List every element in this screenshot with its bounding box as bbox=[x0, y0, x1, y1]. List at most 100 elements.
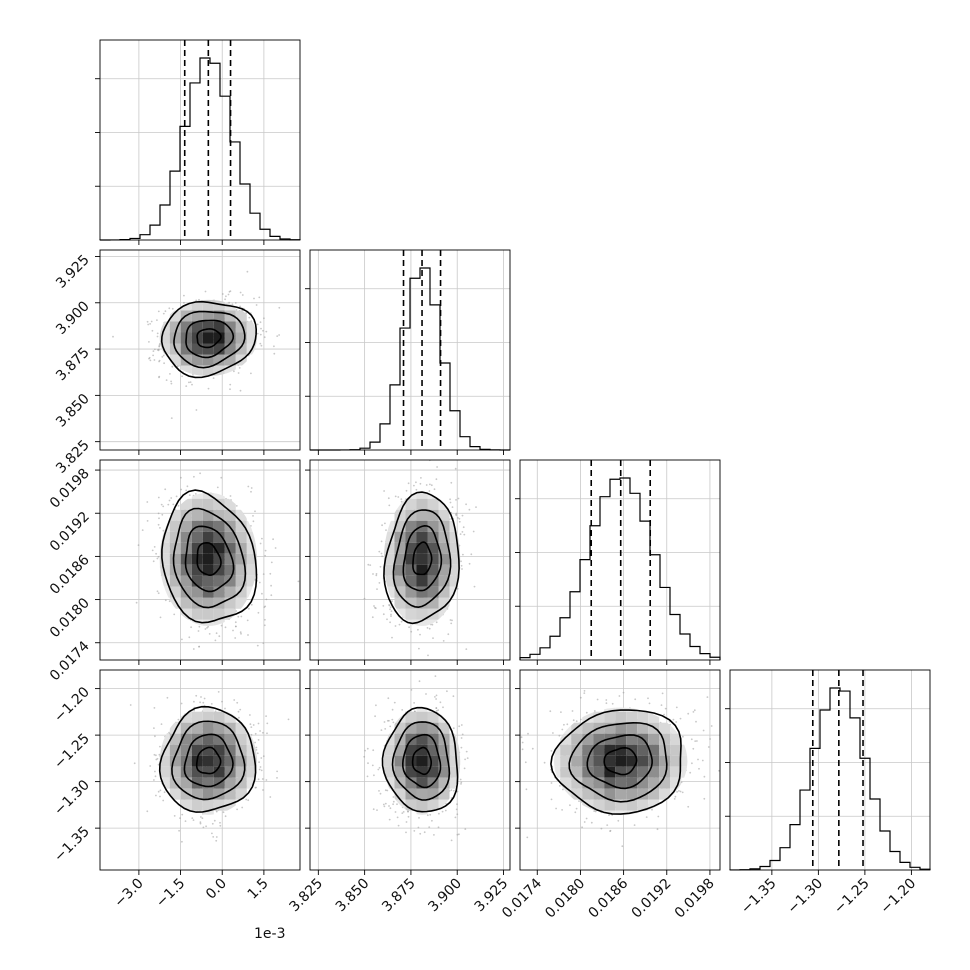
sample-point bbox=[198, 625, 201, 628]
density-cell bbox=[427, 542, 439, 554]
sample-point bbox=[255, 304, 258, 306]
sample-point bbox=[433, 834, 435, 836]
density-cell bbox=[224, 744, 236, 756]
density-cell bbox=[224, 542, 236, 554]
sample-point bbox=[263, 624, 266, 627]
sample-point bbox=[193, 475, 195, 478]
sample-point bbox=[199, 472, 202, 475]
density-cell bbox=[169, 354, 181, 366]
density-cell bbox=[169, 531, 181, 543]
density-cell bbox=[427, 531, 439, 543]
sample-point bbox=[270, 584, 272, 587]
sample-point bbox=[148, 341, 150, 343]
sample-point bbox=[167, 503, 170, 506]
density-cell bbox=[169, 509, 181, 521]
sample-point bbox=[224, 815, 227, 818]
density-cell bbox=[427, 509, 439, 521]
density-cell bbox=[213, 586, 225, 598]
sample-point bbox=[400, 620, 403, 623]
density-cell bbox=[224, 777, 236, 789]
sample-point bbox=[149, 765, 152, 767]
sample-point bbox=[229, 290, 232, 292]
sample-point bbox=[464, 758, 466, 761]
density-cell bbox=[180, 343, 192, 355]
density-cell bbox=[159, 766, 170, 778]
density-cell bbox=[427, 553, 439, 565]
sample-point bbox=[250, 490, 252, 493]
sample-point bbox=[194, 493, 197, 495]
sample-point bbox=[215, 836, 218, 838]
sample-point bbox=[151, 329, 154, 332]
sample-point bbox=[376, 588, 378, 590]
sample-point bbox=[158, 517, 160, 520]
density-cell bbox=[405, 586, 417, 598]
sample-point bbox=[257, 778, 260, 781]
sample-point bbox=[372, 749, 375, 752]
density-cell bbox=[213, 354, 225, 366]
density-cell bbox=[180, 711, 192, 723]
sample-point bbox=[159, 795, 161, 798]
sample-point bbox=[407, 815, 410, 818]
density-cell bbox=[191, 608, 203, 620]
sample-point bbox=[249, 723, 252, 726]
sample-point bbox=[234, 621, 237, 624]
sample-point bbox=[177, 365, 179, 367]
sample-point bbox=[367, 563, 370, 566]
sample-point bbox=[186, 434, 188, 436]
sample-point bbox=[379, 565, 382, 568]
sample-point bbox=[433, 488, 436, 491]
sample-point bbox=[159, 527, 161, 529]
density-cell bbox=[438, 542, 450, 554]
sample-point bbox=[410, 630, 413, 633]
sample-point bbox=[389, 807, 392, 810]
sample-point bbox=[156, 349, 159, 351]
sample-point bbox=[270, 561, 273, 564]
density-cell bbox=[180, 531, 192, 543]
sample-point bbox=[382, 605, 385, 607]
sample-point bbox=[460, 560, 462, 563]
sample-point bbox=[157, 592, 160, 595]
sample-point bbox=[181, 840, 183, 843]
density-cell bbox=[159, 777, 170, 789]
density-cell bbox=[213, 575, 225, 587]
sample-point bbox=[234, 637, 237, 639]
sample-point bbox=[154, 735, 156, 738]
sample-point bbox=[278, 334, 280, 336]
sample-point bbox=[192, 374, 194, 376]
sample-point bbox=[188, 381, 190, 384]
sample-point bbox=[155, 754, 157, 757]
y-tick-label: 0.0186 bbox=[47, 552, 93, 598]
density-cell bbox=[213, 492, 225, 499]
contour-level-4 bbox=[161, 489, 258, 624]
density-cell bbox=[235, 586, 247, 598]
sample-point bbox=[146, 501, 149, 503]
sample-point bbox=[372, 808, 375, 811]
sample-point bbox=[199, 822, 202, 825]
density-cell bbox=[224, 553, 236, 565]
sample-point bbox=[413, 702, 415, 704]
panel-0-0 bbox=[95, 39, 301, 245]
density-cell bbox=[202, 542, 214, 554]
density-cell bbox=[235, 722, 247, 734]
sample-point bbox=[180, 702, 183, 705]
sample-point bbox=[398, 623, 401, 626]
sample-point bbox=[210, 703, 213, 705]
sample-point bbox=[463, 533, 466, 536]
sample-point bbox=[256, 752, 259, 755]
density-cell bbox=[394, 608, 406, 620]
density-cell bbox=[235, 520, 247, 532]
sample-point bbox=[407, 810, 409, 813]
sample-point bbox=[405, 831, 407, 834]
density-cell bbox=[202, 332, 214, 344]
sample-point bbox=[397, 496, 400, 498]
sample-point bbox=[259, 766, 262, 768]
sample-point bbox=[188, 494, 191, 496]
density-cell bbox=[405, 498, 417, 510]
density-cell bbox=[235, 531, 247, 543]
density-cell bbox=[213, 531, 225, 543]
density-cell bbox=[235, 575, 247, 587]
sample-point bbox=[170, 497, 173, 499]
sample-point bbox=[363, 597, 366, 600]
sample-point bbox=[255, 749, 258, 751]
